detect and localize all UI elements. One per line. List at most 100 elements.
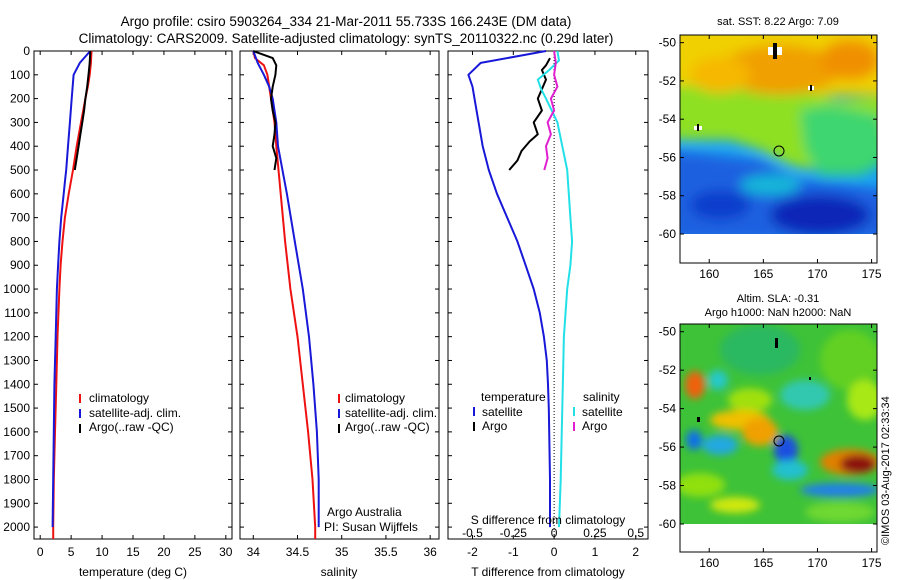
y-tick-label: 1600 bbox=[3, 425, 30, 439]
sla-map-axes: 160 165 170 175 -50 -52 -54 -56 -58 -60 bbox=[659, 324, 882, 570]
y-tick-label: 500 bbox=[10, 163, 30, 177]
sst-map-title: sat. SST: 8.22 Argo: 7.09 bbox=[717, 16, 839, 28]
y-tick-label: 300 bbox=[10, 115, 30, 129]
y-tick-label: 900 bbox=[10, 258, 30, 272]
s-difference-label: S difference from climatology bbox=[471, 513, 626, 527]
salinity-axes-box bbox=[239, 50, 440, 540]
legend-label-t-argo: Argo bbox=[482, 419, 508, 433]
x-tick-label: 15 bbox=[126, 545, 140, 559]
x-tick-label: 30 bbox=[219, 545, 233, 559]
temperature-x-axis: 0 5 10 15 20 25 30 bbox=[37, 51, 233, 559]
map-x-tick-label: 165 bbox=[753, 267, 773, 281]
x-tick-label: 34 bbox=[247, 545, 261, 559]
x-tick-label: 5 bbox=[68, 545, 75, 559]
map-y-tick-label: -56 bbox=[659, 440, 677, 454]
y-tick-label: 1100 bbox=[4, 306, 30, 320]
y-tick-label: 800 bbox=[10, 234, 30, 248]
x-tick-label: -2 bbox=[467, 545, 478, 559]
y-tick-label: 100 bbox=[10, 68, 30, 82]
y-tick-label: 1800 bbox=[3, 472, 30, 486]
difference-series bbox=[467, 50, 574, 528]
x-tick-label: 2 bbox=[632, 545, 639, 559]
sst-map-frame bbox=[679, 34, 878, 264]
y-tick-label: 2000 bbox=[3, 520, 30, 534]
x-tick-label: -1 bbox=[508, 545, 519, 559]
t-difference-x-label: T difference from climatology bbox=[471, 565, 625, 579]
map-y-tick-label: -50 bbox=[659, 325, 677, 339]
s-diff-tick-label: 0.5 bbox=[627, 526, 644, 540]
map-y-tick-label: -50 bbox=[659, 36, 677, 50]
salinity-panel: 34 34.5 35 35.5 36 salinity climatology sate… bbox=[239, 50, 440, 579]
y-tick-label: 1500 bbox=[3, 401, 30, 415]
x-tick-label: 25 bbox=[188, 545, 202, 559]
annotation-argo-australia: Argo Australia bbox=[327, 505, 402, 519]
sst-map-panel: sat. SST: 8.22 Argo: 7.09 bbox=[659, 16, 882, 281]
legend-title-salinity: salinity bbox=[583, 390, 620, 404]
y-tick-label: 1900 bbox=[3, 496, 30, 510]
series-line-satellite-adj-clim bbox=[252, 50, 320, 528]
x-tick-label: 34.5 bbox=[286, 545, 310, 559]
map-x-tick-label: 160 bbox=[699, 267, 719, 281]
sst-map-image bbox=[680, 35, 877, 234]
series-line-climatology bbox=[252, 50, 317, 539]
difference-legend-temperature: temperature satellite Argo bbox=[473, 390, 546, 433]
salinity-x-axis: 34 34.5 35 35.5 36 bbox=[247, 51, 437, 559]
figure-title-line2: Climatology: CARS2009. Satellite-adjuste… bbox=[79, 31, 614, 46]
argo-location-marker bbox=[773, 435, 785, 447]
map-y-tick-label: -52 bbox=[659, 74, 677, 88]
sla-map-title-line2: Argo h1000: NaN h2000: NaN bbox=[705, 307, 852, 319]
map-y-tick-label: -58 bbox=[659, 189, 677, 203]
x-tick-label: 36 bbox=[423, 545, 437, 559]
map-y-tick-label: -60 bbox=[659, 517, 677, 531]
map-x-tick-label: 170 bbox=[807, 556, 827, 570]
s-diff-tick-label: 0.25 bbox=[583, 526, 607, 540]
legend-label-satellite: satellite-adj. clim. bbox=[89, 406, 181, 420]
series-line-argo-raw-qc bbox=[252, 50, 278, 171]
imos-watermark: ©IMOS 03-Aug-2017 02:33:34 bbox=[880, 396, 892, 545]
series-line-salinity-argo bbox=[543, 50, 559, 171]
y-tick-label: 600 bbox=[10, 187, 30, 201]
map-x-tick-label: 175 bbox=[862, 267, 882, 281]
series-line-satellite-adj-clim bbox=[51, 50, 92, 528]
legend-label-satellite: satellite-adj. clim. bbox=[345, 406, 437, 420]
map-x-tick-label: 175 bbox=[862, 556, 882, 570]
difference-axes-box bbox=[447, 50, 649, 540]
sla-map-frame bbox=[679, 323, 878, 553]
map-y-tick-label: -52 bbox=[659, 363, 677, 377]
difference-y-ticks bbox=[448, 50, 648, 528]
x-tick-label: 1 bbox=[592, 545, 599, 559]
sla-map-image bbox=[680, 324, 877, 524]
y-tick-label: 1200 bbox=[3, 330, 30, 344]
y-tick-label: 1000 bbox=[3, 282, 30, 296]
y-tick-label: 200 bbox=[10, 92, 30, 106]
x-tick-label: 0 bbox=[37, 545, 44, 559]
temperature-x-label: temperature (deg C) bbox=[79, 565, 187, 579]
s-difference-axis-labels: -0.5 -0.25 0 0.25 0.5 bbox=[462, 526, 644, 540]
salinity-series bbox=[252, 50, 320, 539]
map-x-tick-label: 170 bbox=[807, 267, 827, 281]
y-tick-label: 0 bbox=[23, 44, 30, 58]
y-tick-label: 1400 bbox=[3, 377, 30, 391]
salinity-y-ticks bbox=[240, 50, 439, 528]
s-diff-tick-label: 0 bbox=[551, 526, 558, 540]
map-x-tick-label: 160 bbox=[699, 556, 719, 570]
legend-label-climatology: climatology bbox=[345, 391, 405, 405]
temperature-legend: climatology satellite-adj. clim. Argo(..… bbox=[79, 391, 181, 434]
x-tick-label: 35 bbox=[335, 545, 349, 559]
annotation-pi: PI: Susan Wijffels bbox=[324, 520, 418, 534]
y-tick-label: 1700 bbox=[3, 449, 30, 463]
sla-map-no-data-band bbox=[680, 524, 877, 552]
salinity-x-label: salinity bbox=[321, 565, 358, 579]
legend-label-t-satellite: satellite bbox=[482, 405, 523, 419]
map-y-tick-label: -54 bbox=[659, 112, 677, 126]
figure-title-line1: Argo profile: csiro 5903264_334 21-Mar-2… bbox=[121, 14, 572, 29]
series-line-temperature-satellite bbox=[467, 50, 551, 528]
temperature-series bbox=[51, 50, 93, 539]
s-diff-tick-label: -0.25 bbox=[500, 526, 528, 540]
legend-label-s-argo: Argo bbox=[582, 419, 608, 433]
legend-title-temperature: temperature bbox=[481, 390, 546, 404]
map-y-tick-label: -56 bbox=[659, 150, 677, 164]
series-line-salinity-satellite bbox=[536, 50, 574, 528]
y-tick-label: 1300 bbox=[3, 353, 30, 367]
